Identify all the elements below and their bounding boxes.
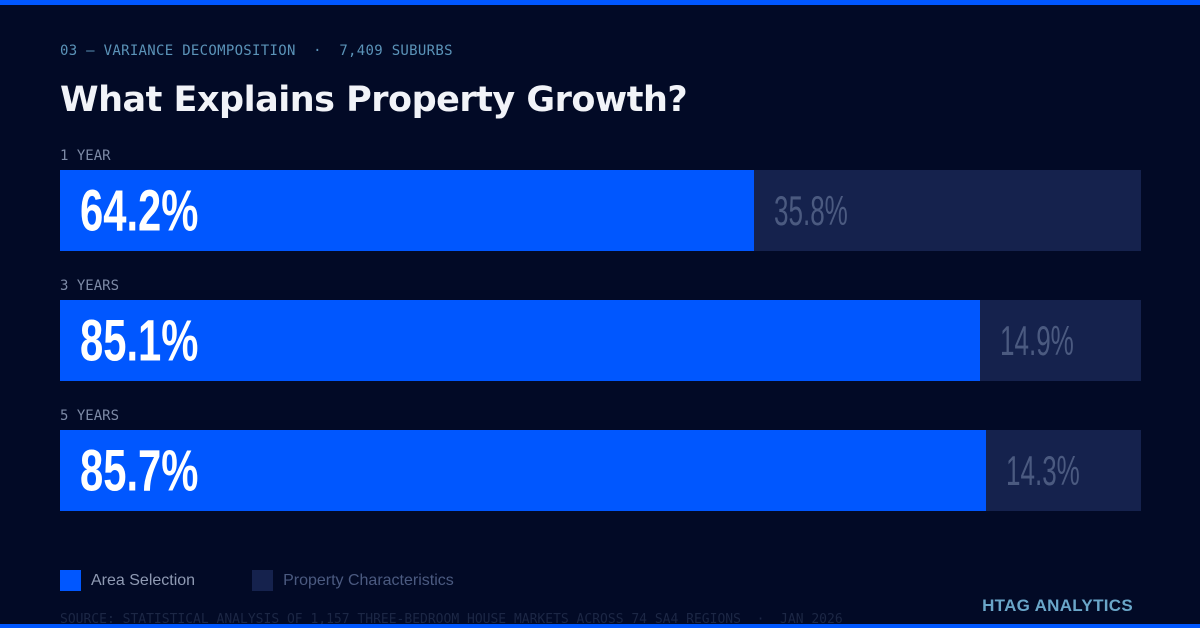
bar-segment-property: 14.3% bbox=[986, 430, 1141, 511]
brand-logo: HTAG ANALYTICS bbox=[982, 596, 1133, 615]
data-label-area: 64.2% bbox=[80, 178, 199, 243]
legend-item-area: Area Selection bbox=[60, 570, 195, 591]
bar-segment-area: 85.1% bbox=[60, 300, 980, 381]
bottom-accent-bar bbox=[0, 624, 1200, 628]
source-note: SOURCE: STATISTICAL ANALYSIS OF 1,157 TH… bbox=[60, 612, 843, 627]
legend-label: Property Characteristics bbox=[283, 571, 454, 589]
legend-swatch-area bbox=[60, 570, 81, 591]
stacked-bar: 85.7% 14.3% bbox=[60, 430, 1141, 511]
data-label-property: 14.9% bbox=[999, 316, 1074, 364]
legend: Area Selection Property Characteristics bbox=[60, 570, 454, 591]
page-title: What Explains Property Growth? bbox=[60, 80, 688, 120]
legend-item-property: Property Characteristics bbox=[252, 570, 454, 591]
stacked-bar: 85.1% 14.9% bbox=[60, 300, 1141, 381]
bar-segment-area: 64.2% bbox=[60, 170, 754, 251]
top-accent-bar bbox=[0, 0, 1200, 5]
data-label-property: 35.8% bbox=[774, 186, 848, 234]
section-kicker: 03 — VARIANCE DECOMPOSITION · 7,409 SUBU… bbox=[60, 43, 453, 59]
bar-segment-property: 35.8% bbox=[754, 170, 1141, 251]
data-label-property: 14.3% bbox=[1006, 446, 1081, 494]
row-label: 1 YEAR bbox=[60, 148, 111, 164]
stacked-bar: 64.2% 35.8% bbox=[60, 170, 1141, 251]
data-label-area: 85.1% bbox=[80, 308, 199, 373]
row-label: 5 YEARS bbox=[60, 408, 120, 424]
legend-label: Area Selection bbox=[91, 571, 196, 589]
legend-swatch-property bbox=[252, 570, 274, 591]
row-label: 3 YEARS bbox=[60, 278, 120, 294]
data-label-area: 85.7% bbox=[80, 438, 199, 503]
bar-segment-property: 14.9% bbox=[980, 300, 1141, 381]
bar-segment-area: 85.7% bbox=[60, 430, 987, 511]
